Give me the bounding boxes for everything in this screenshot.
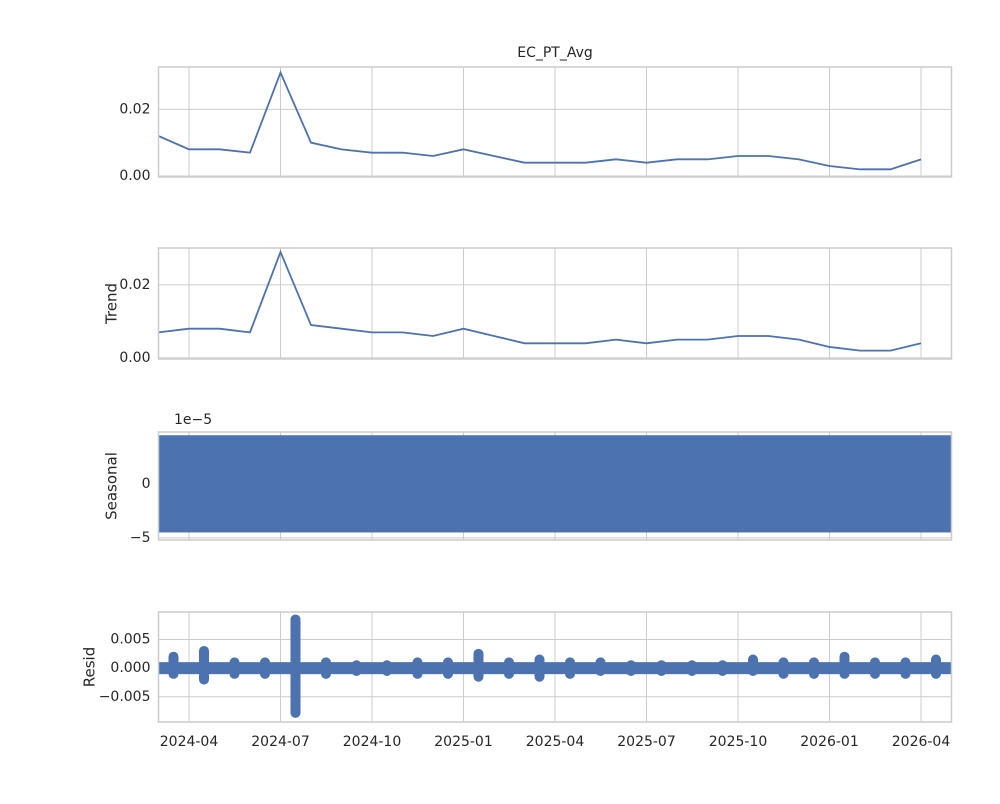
y-tick-label: 0.00 <box>119 350 150 366</box>
y-tick-label: 0.00 <box>119 168 150 184</box>
y-tick-label: −0.005 <box>99 689 151 705</box>
x-tick-label: 2025-10 <box>709 734 768 750</box>
axes-frame <box>157 66 953 178</box>
axes-frame <box>157 431 953 541</box>
x-tick-label: 2024-10 <box>343 734 402 750</box>
axes-frame <box>157 611 953 723</box>
seasonal-band <box>158 435 951 533</box>
x-tick-label: 2025-07 <box>617 734 676 750</box>
resid-core <box>158 662 951 675</box>
panel-title: EC_PT_Avg <box>517 45 593 61</box>
y-tick-label: 0.000 <box>110 660 150 676</box>
y-tick-label: 0.005 <box>110 632 150 648</box>
y-tick-label: −5 <box>130 530 151 546</box>
x-tick-label: 2024-07 <box>251 734 310 750</box>
y-axis-label: Resid <box>81 647 99 687</box>
y-tick-label: 0.02 <box>119 101 150 117</box>
axes-frame <box>157 247 953 360</box>
x-tick-label: 2026-04 <box>892 734 951 750</box>
line-series <box>158 70 922 171</box>
x-tick-label: 2025-01 <box>434 734 493 750</box>
y-tick-label: 0.02 <box>119 277 150 293</box>
x-tick-label: 2026-01 <box>800 734 859 750</box>
y-tick-label: 0 <box>142 476 151 492</box>
offset-label: 1e−5 <box>174 412 212 428</box>
x-tick-label: 2024-04 <box>160 734 219 750</box>
y-axis-label: Seasonal <box>103 452 121 520</box>
line-series <box>158 249 922 352</box>
y-axis-label: Trend <box>103 283 121 325</box>
x-tick-label: 2025-04 <box>526 734 585 750</box>
